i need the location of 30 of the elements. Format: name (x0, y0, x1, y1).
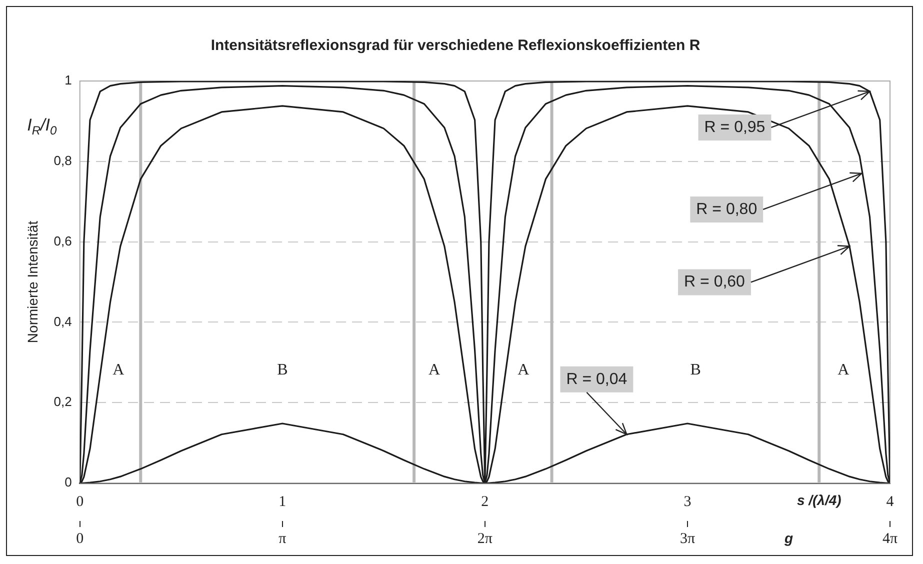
x2-tick-label: 4π (882, 530, 898, 547)
x-tick-label: 2 (481, 494, 489, 510)
annotation: A (428, 362, 441, 379)
annotation: A (838, 362, 850, 379)
annotation: R = 0,95 (704, 118, 766, 136)
x2-tick-label: π (278, 530, 287, 547)
annotation: A (112, 362, 125, 379)
x2-axis-title: s /(λ/4) (796, 492, 842, 508)
y-tick-label: 0,4 (54, 314, 72, 329)
x-tick-label: 1 (278, 494, 286, 510)
y-tick-label: 0,6 (54, 233, 72, 248)
x2-tick-label: 0 (76, 530, 84, 547)
x2-tick-label: 2π (477, 530, 493, 547)
annotation: B (277, 362, 288, 379)
x-tick-label: 4 (886, 494, 894, 510)
x-axis-title: g (783, 530, 794, 546)
x-tick-label: 0 (76, 494, 84, 510)
annotation: A (518, 362, 530, 379)
annotation: R = 0,80 (696, 200, 758, 218)
y-tick-label: 1 (64, 72, 72, 88)
y-tick-label: 0 (64, 474, 72, 490)
y-axis-title: Normierte Intensität (24, 220, 40, 344)
y-tick-label: 0,2 (54, 394, 72, 410)
annotation: B (690, 362, 701, 379)
y-tick-label: 0,8 (54, 152, 72, 168)
chart-title: Intensitätsreflexionsgrad für verschiedene Reflexionskoeffizienten R (210, 37, 700, 54)
x-tick-label: 3 (684, 494, 692, 510)
annotation: R = 0,60 (684, 274, 746, 291)
annotation: R = 0,04 (566, 370, 628, 388)
x2-tick-label: 3π (680, 530, 696, 547)
